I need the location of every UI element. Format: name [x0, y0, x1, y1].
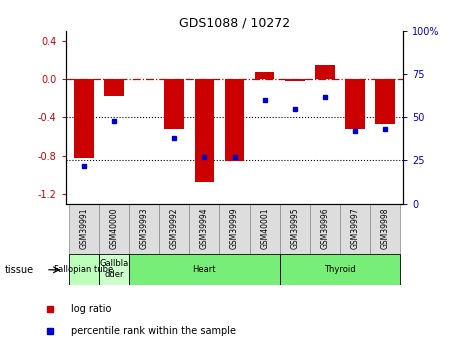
- Text: GSM39992: GSM39992: [170, 208, 179, 249]
- Text: Thyroid: Thyroid: [324, 265, 356, 274]
- Bar: [250, 204, 280, 254]
- Text: Fallopian tube: Fallopian tube: [54, 265, 113, 274]
- Bar: [219, 204, 250, 254]
- Bar: [129, 254, 280, 285]
- Bar: [99, 254, 129, 285]
- Text: percentile rank within the sample: percentile rank within the sample: [71, 326, 236, 336]
- Text: GSM39995: GSM39995: [290, 208, 299, 249]
- Text: GSM39999: GSM39999: [230, 208, 239, 249]
- Bar: [280, 204, 310, 254]
- Bar: [68, 204, 99, 254]
- Bar: [310, 204, 340, 254]
- Text: GSM39994: GSM39994: [200, 208, 209, 249]
- Bar: [74, 79, 93, 158]
- Bar: [285, 79, 304, 81]
- Title: GDS1088 / 10272: GDS1088 / 10272: [179, 17, 290, 30]
- Bar: [315, 65, 335, 79]
- Text: GSM39996: GSM39996: [320, 208, 329, 249]
- Text: log ratio: log ratio: [71, 304, 112, 314]
- Bar: [165, 79, 184, 129]
- Bar: [129, 204, 159, 254]
- Bar: [376, 79, 395, 124]
- Bar: [99, 204, 129, 254]
- Bar: [104, 79, 124, 96]
- Bar: [280, 254, 401, 285]
- Bar: [255, 72, 274, 79]
- Bar: [189, 204, 219, 254]
- Text: tissue: tissue: [5, 265, 34, 275]
- Text: GSM39997: GSM39997: [351, 208, 360, 249]
- Bar: [225, 79, 244, 161]
- Text: Heart: Heart: [193, 265, 216, 274]
- Text: Gallbla
dder: Gallbla dder: [99, 259, 129, 279]
- Bar: [195, 79, 214, 183]
- Text: GSM39993: GSM39993: [140, 208, 149, 249]
- Text: GSM39998: GSM39998: [381, 208, 390, 249]
- Bar: [159, 204, 189, 254]
- Bar: [68, 254, 99, 285]
- Text: GSM40000: GSM40000: [109, 208, 118, 249]
- Text: GSM39991: GSM39991: [79, 208, 88, 249]
- Bar: [340, 204, 370, 254]
- Text: GSM40001: GSM40001: [260, 208, 269, 249]
- Bar: [345, 79, 365, 129]
- Bar: [370, 204, 401, 254]
